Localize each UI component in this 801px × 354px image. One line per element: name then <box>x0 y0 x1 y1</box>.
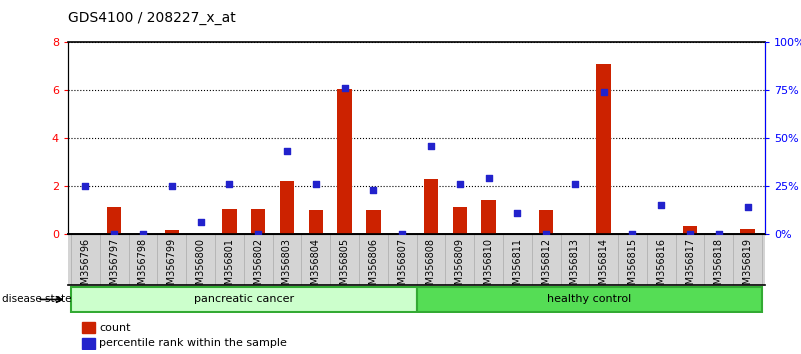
Text: GSM356809: GSM356809 <box>455 238 465 297</box>
Bar <box>164 230 179 234</box>
Text: percentile rank within the sample: percentile rank within the sample <box>99 338 288 348</box>
Bar <box>82 338 95 349</box>
Text: disease state: disease state <box>2 295 71 304</box>
Point <box>655 202 668 208</box>
Point <box>136 231 149 236</box>
Text: GSM356804: GSM356804 <box>311 238 320 297</box>
Text: GSM356800: GSM356800 <box>195 238 206 297</box>
Text: GSM356808: GSM356808 <box>426 238 436 297</box>
Text: GSM356807: GSM356807 <box>397 238 407 297</box>
Bar <box>453 207 467 234</box>
Text: GSM356799: GSM356799 <box>167 238 177 297</box>
Point <box>712 231 725 236</box>
Point <box>540 231 553 236</box>
Bar <box>366 210 380 234</box>
Text: GSM356803: GSM356803 <box>282 238 292 297</box>
Bar <box>308 210 323 234</box>
Point <box>511 210 524 216</box>
Bar <box>251 209 265 234</box>
Point <box>309 181 322 187</box>
Text: GSM356812: GSM356812 <box>541 238 551 297</box>
Point <box>741 204 754 210</box>
Text: GSM356814: GSM356814 <box>598 238 609 297</box>
Text: GSM356802: GSM356802 <box>253 238 264 297</box>
Point <box>425 143 437 149</box>
Point <box>194 219 207 225</box>
Text: GSM356806: GSM356806 <box>368 238 378 297</box>
Point <box>684 231 697 236</box>
Point <box>396 231 409 236</box>
FancyBboxPatch shape <box>71 287 417 312</box>
Text: GSM356798: GSM356798 <box>138 238 148 297</box>
Text: GDS4100 / 208227_x_at: GDS4100 / 208227_x_at <box>68 11 235 25</box>
Text: GSM356813: GSM356813 <box>570 238 580 297</box>
Text: GSM356801: GSM356801 <box>224 238 235 297</box>
Text: GSM356796: GSM356796 <box>80 238 91 297</box>
FancyBboxPatch shape <box>417 287 762 312</box>
Text: GSM356816: GSM356816 <box>656 238 666 297</box>
Bar <box>481 200 496 234</box>
Text: GSM356805: GSM356805 <box>340 238 349 297</box>
Text: GSM356810: GSM356810 <box>484 238 493 297</box>
Text: count: count <box>99 322 131 332</box>
Text: healthy control: healthy control <box>547 295 631 304</box>
Point <box>453 181 466 187</box>
Text: GSM356815: GSM356815 <box>627 238 638 297</box>
Point <box>108 231 121 236</box>
Point <box>79 183 92 189</box>
Bar <box>424 179 438 234</box>
Text: GSM356818: GSM356818 <box>714 238 724 297</box>
Text: GSM356811: GSM356811 <box>513 238 522 297</box>
Bar <box>683 227 698 234</box>
Point <box>367 187 380 193</box>
Bar <box>280 181 294 234</box>
Bar <box>222 209 236 234</box>
Text: GSM356797: GSM356797 <box>109 238 119 297</box>
Text: GSM356817: GSM356817 <box>685 238 695 297</box>
Bar <box>107 207 122 234</box>
Point <box>280 149 293 154</box>
Point <box>165 183 178 189</box>
Point <box>252 231 264 236</box>
Bar <box>597 64 611 234</box>
Point <box>223 181 235 187</box>
Point <box>338 86 351 91</box>
Text: GSM356819: GSM356819 <box>743 238 753 297</box>
Bar <box>740 229 755 234</box>
Text: pancreatic cancer: pancreatic cancer <box>194 295 294 304</box>
Point <box>569 181 582 187</box>
Point <box>482 175 495 181</box>
Bar <box>82 322 95 333</box>
Bar <box>539 210 553 234</box>
Point <box>598 89 610 95</box>
Bar <box>337 89 352 234</box>
Point <box>626 231 639 236</box>
